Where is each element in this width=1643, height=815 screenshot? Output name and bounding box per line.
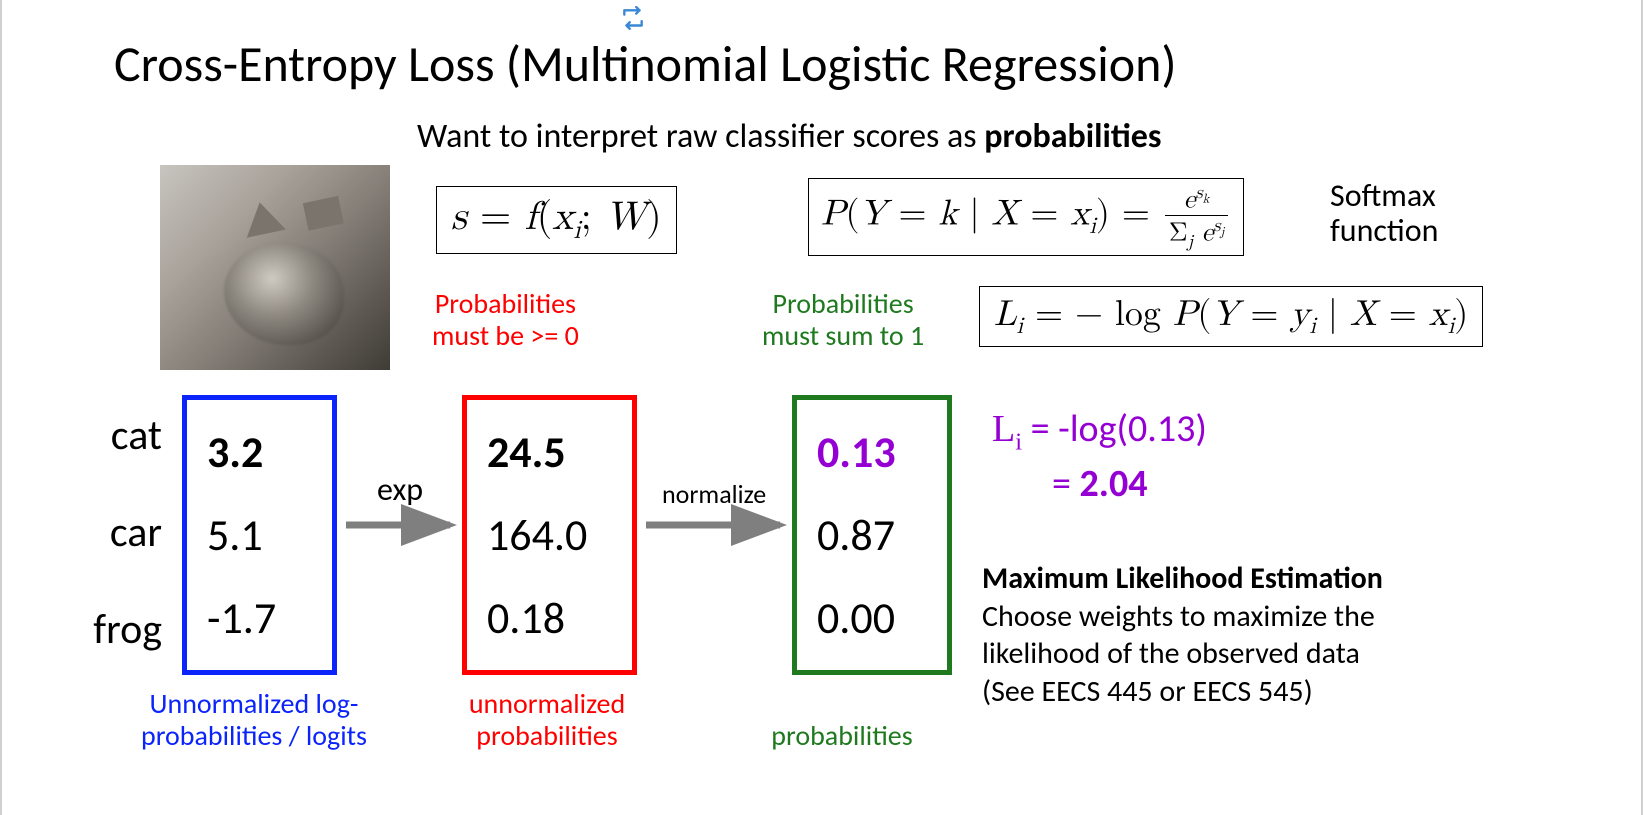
softmax-label-line2: function	[1330, 213, 1438, 248]
formula-loss-def: Li = − log P(Y = yi | X = xi)	[979, 286, 1483, 347]
loss-calc-line1: Li = -log(0.13)	[992, 404, 1207, 459]
caption-sum-to-1-l1: Probabilities	[762, 288, 924, 320]
class-label-2: frog	[32, 604, 162, 655]
formula-score-fn: s = f(xi; W)	[436, 186, 677, 254]
arrow-exp	[342, 510, 462, 540]
caption-must-ge0: Probabilities must be >= 0	[432, 288, 579, 352]
logits-0: 3.2	[203, 416, 316, 488]
loss-eq-value: 2.04	[1080, 461, 1148, 507]
mle-body-2: likelihood of the observed data	[982, 635, 1602, 673]
caption-logits-l2: probabilities / logits	[114, 720, 394, 752]
unnorm-1: 164.0	[483, 499, 616, 571]
loss-calc-line2: = 2.04	[992, 459, 1207, 510]
op-exp-label: exp	[377, 470, 423, 509]
loss-calc: Li = -log(0.13) = 2.04	[992, 404, 1207, 510]
softmax-label-line1: Softmax	[1330, 178, 1438, 213]
unnorm-0: 24.5	[483, 416, 616, 488]
caption-must-ge0-l1: Probabilities	[432, 288, 579, 320]
mle-heading: Maximum Likelihood Estimation	[982, 560, 1602, 598]
probs-1: 0.87	[813, 499, 931, 571]
caption-logits: Unnormalized log- probabilities / logits	[114, 688, 394, 752]
logits-2: -1.7	[203, 582, 316, 654]
column-logits: 3.2 5.1 -1.7	[182, 395, 337, 675]
arrow-normalize	[642, 510, 792, 540]
class-labels: cat car frog	[32, 410, 162, 655]
column-probs: 0.13 0.87 0.00	[792, 395, 952, 675]
slide-root: Cross-Entropy Loss (Multinomial Logistic…	[0, 0, 1643, 815]
caption-sum-to-1: Probabilities must sum to 1	[762, 288, 924, 352]
subtitle-pre: Want to interpret raw classifier scores …	[417, 116, 984, 157]
caption-unnorm-l1: unnormalized	[422, 688, 672, 720]
title-sub: (Multinomial Logistic Regression)	[495, 34, 1177, 95]
loss-eq-prefix: =	[1052, 461, 1080, 507]
logits-1: 5.1	[203, 499, 316, 571]
op-normalize-label: normalize	[662, 478, 766, 510]
example-image	[160, 165, 390, 370]
class-label-0: cat	[32, 410, 162, 461]
mle-block: Maximum Likelihood Estimation Choose wei…	[982, 560, 1602, 710]
formula-softmax: P(Y = k | X = xi) = esk Σj esj	[808, 178, 1244, 256]
probs-0: 0.13	[813, 416, 931, 488]
caption-logits-l1: Unnormalized log-	[114, 688, 394, 720]
title-bold: Cross-Entropy Loss	[114, 34, 495, 95]
column-unnormalized: 24.5 164.0 0.18	[462, 395, 637, 675]
subtitle: Want to interpret raw classifier scores …	[417, 116, 1161, 157]
unnorm-2: 0.18	[483, 582, 616, 654]
subtitle-bold: probabilities	[984, 116, 1161, 157]
refresh-icon	[620, 6, 646, 37]
caption-sum-to-1-l2: must sum to 1	[762, 320, 924, 352]
caption-unnorm: unnormalized probabilities	[422, 688, 672, 752]
page-title: Cross-Entropy Loss (Multinomial Logistic…	[114, 34, 1177, 95]
probs-2: 0.00	[813, 582, 931, 654]
mle-body-3: (See EECS 445 or EECS 545)	[982, 673, 1602, 711]
caption-must-ge0-l2: must be >= 0	[432, 320, 579, 352]
softmax-label: Softmax function	[1330, 178, 1438, 248]
caption-probs: probabilities	[717, 720, 967, 752]
mle-body-1: Choose weights to maximize the	[982, 598, 1602, 636]
caption-unnorm-l2: probabilities	[422, 720, 672, 752]
class-label-1: car	[32, 507, 162, 558]
